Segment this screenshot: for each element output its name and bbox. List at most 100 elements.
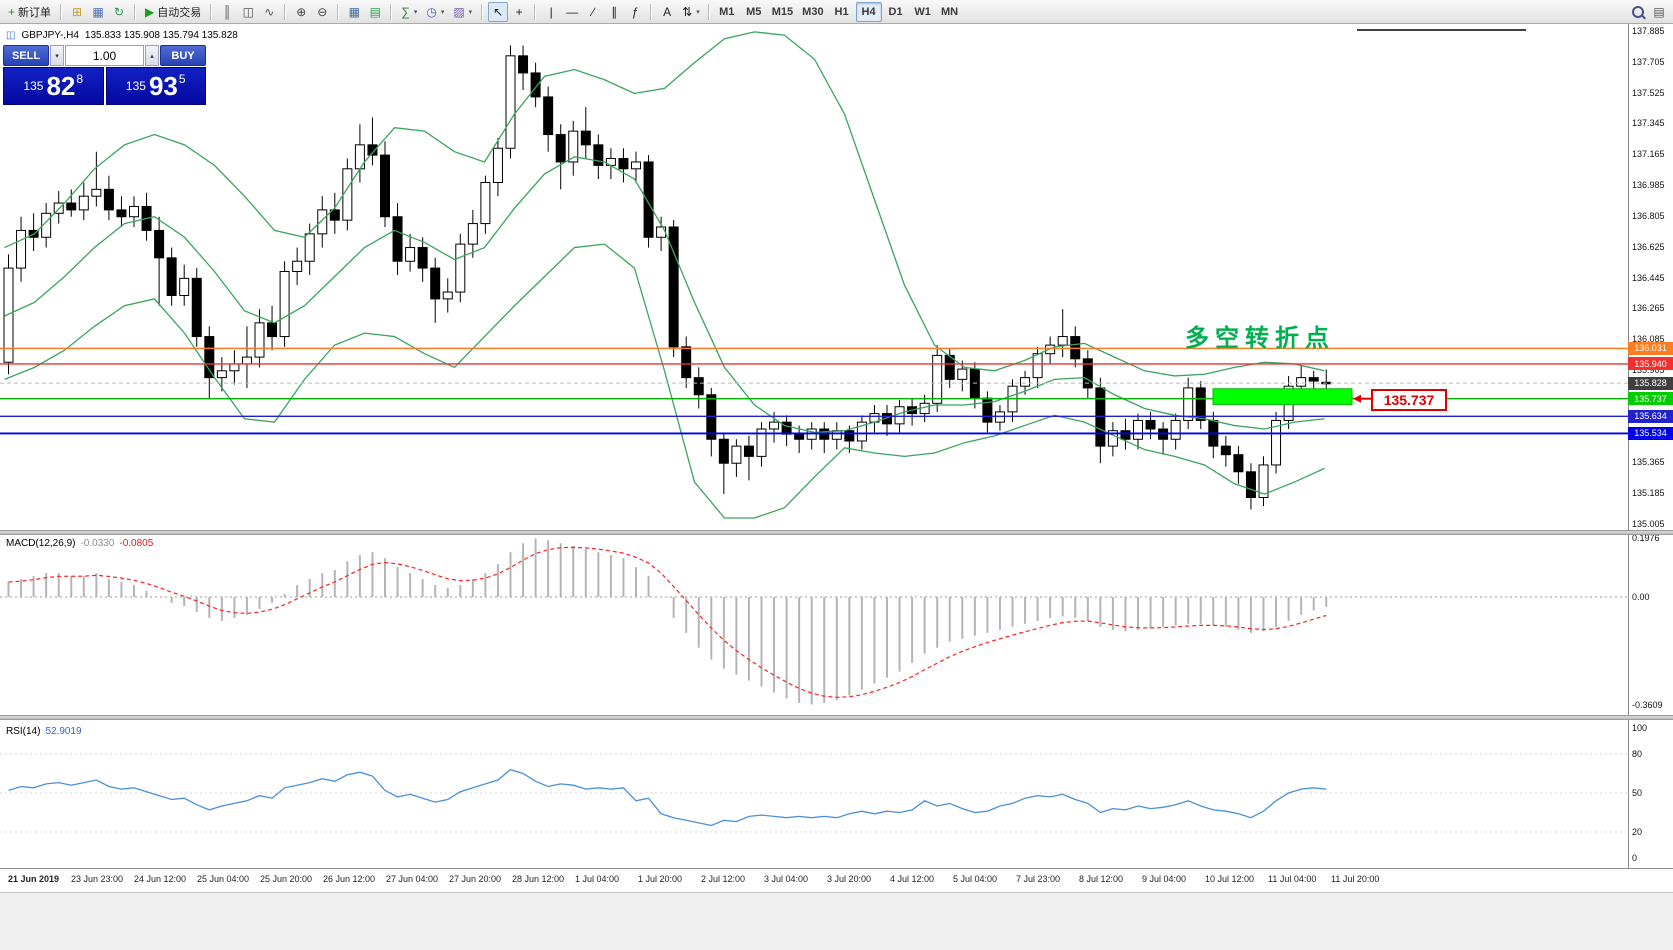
bollinger-middle-line: [4, 156, 1325, 434]
cursor-icon[interactable]: ↖: [488, 1, 509, 22]
time-label: 27 Jun 04:00: [386, 874, 439, 884]
profiles-icon[interactable]: ▦: [88, 2, 108, 22]
fibonacci-icon[interactable]: ƒ: [625, 2, 645, 22]
toolbar-left-groups: + 新订单 ⊞ ▦ ↻ ▶ 自动交易 ║ ◫ ∿ ⊕ ⊖ ▦ ▤ ∑ ▾ ◷ ▾ ▨ ▾ ↖ + | — ∕ ∥ ƒ A ⇅ ▾: [4, 1, 704, 22]
dropdown-caret-icon: ▾: [413, 8, 418, 16]
vertical-line-icon[interactable]: |: [541, 2, 561, 22]
channel-icon: ∥: [611, 4, 618, 19]
sell-price-big: 82: [46, 71, 76, 101]
toolbar-group: A ⇅ ▾: [657, 2, 704, 22]
periods-icon[interactable]: ◷ ▾: [422, 2, 448, 22]
profiles-icon: ▦: [92, 4, 104, 19]
buy-price-display[interactable]: 135 93 5: [105, 67, 206, 105]
price-tag-135.940: 135.940: [1628, 357, 1673, 371]
toolbar-group: | — ∕ ∥ ƒ: [541, 2, 645, 22]
templates-icon[interactable]: ▨ ▾: [449, 2, 476, 22]
sell-price-display[interactable]: 135 82 8: [3, 67, 104, 105]
volume-decrease-button[interactable]: ▾: [50, 45, 64, 66]
templates-icon: ▨: [453, 4, 465, 19]
timeframe-h4-button[interactable]: H4: [855, 1, 882, 22]
arrows-icon: ⇅: [682, 4, 693, 19]
price-axis-tick: 136.805: [1632, 210, 1665, 221]
auto-trading-button: ▶: [145, 4, 155, 19]
price-lines-layer: [0, 347, 1628, 435]
toolbar-separator: [134, 3, 137, 20]
time-label: 21 Jun 2019: [8, 874, 60, 884]
callout-arrow-head-icon: [1353, 394, 1361, 403]
sell-button[interactable]: SELL: [3, 45, 49, 66]
timeframe-m5-button[interactable]: M5: [746, 5, 762, 18]
trade-price-row: 135 82 8 135 93 5: [3, 67, 206, 105]
macd-rsi-divider[interactable]: [0, 715, 1673, 720]
zoom-in-icon[interactable]: ⊕: [291, 2, 311, 22]
search-icon[interactable]: [1628, 2, 1648, 22]
highlight-rectangle[interactable]: [1212, 388, 1353, 406]
price-tag-135.828: 135.828: [1628, 376, 1673, 390]
tile-windows-icon[interactable]: ▦: [344, 2, 364, 22]
time-label: 4 Jul 12:00: [890, 874, 935, 884]
sell-price-prefix: 135: [23, 79, 44, 93]
bar-chart-icon[interactable]: ║: [217, 2, 237, 22]
timeframe-h1-button[interactable]: H1: [834, 5, 849, 18]
new-chart-icon[interactable]: ⊞: [67, 2, 87, 22]
buy-price-sup: 5: [178, 72, 186, 86]
dropdown-caret-icon: ▾: [468, 8, 473, 16]
news-icon[interactable]: ▤: [1649, 2, 1669, 22]
bollinger-upper-line: [4, 31, 1325, 377]
time-label: 24 Jun 12:00: [134, 874, 187, 884]
toolbar-separator: [650, 3, 653, 20]
toolbar-group: ⊞ ▦ ↻: [67, 2, 129, 22]
refresh-icon: ↻: [113, 4, 125, 19]
indicators-icon[interactable]: ∑ ▾: [397, 2, 421, 22]
crosshair-icon[interactable]: +: [509, 2, 529, 22]
timeframe-toolbar: M1 M5 M15 M30 H1 H4 D1 W1 MN: [714, 1, 963, 22]
toolbar-separator: [60, 3, 63, 20]
rsi-axis-tick: 20: [1632, 827, 1643, 837]
arrows-icon[interactable]: ⇅ ▾: [678, 2, 704, 22]
grid-icon[interactable]: ▤: [365, 2, 385, 22]
price-axis-tick: 137.705: [1632, 56, 1665, 67]
new-order-button: +: [8, 4, 16, 19]
macd-axis-tick: -0.3609: [1632, 699, 1663, 710]
time-label: 11 Jul 04:00: [1268, 874, 1317, 884]
price-level-callout[interactable]: 135.737: [1371, 389, 1447, 411]
time-label: 28 Jun 12:00: [512, 874, 565, 884]
timeframe-d1-button[interactable]: D1: [888, 5, 903, 18]
turning-point-annotation[interactable]: 多空转折点: [1185, 325, 1335, 352]
time-label: 10 Jul 12:00: [1205, 874, 1255, 884]
text-icon: A: [663, 4, 672, 19]
macd-layer: [0, 538, 1628, 705]
timeframe-m30-button[interactable]: M30: [802, 5, 824, 18]
text-icon[interactable]: A: [657, 2, 677, 22]
volume-input[interactable]: [65, 45, 144, 66]
buy-button[interactable]: BUY: [160, 45, 206, 66]
candlestick-chart-icon[interactable]: ◫: [238, 2, 258, 22]
time-label: 9 Jul 04:00: [1142, 874, 1187, 884]
timeframe-m15-button[interactable]: M15: [771, 5, 794, 18]
price-axis-tick: 137.165: [1632, 149, 1665, 160]
channel-icon[interactable]: ∥: [604, 2, 624, 22]
time-label: 3 Jul 20:00: [827, 874, 872, 884]
zoom-out-icon[interactable]: ⊖: [312, 2, 332, 22]
chart-macd-divider[interactable]: [0, 530, 1673, 535]
sell-price-sup: 8: [76, 72, 84, 86]
timeframe-w1-button[interactable]: W1: [914, 5, 931, 18]
line-chart-icon[interactable]: ∿: [259, 2, 279, 22]
refresh-icon[interactable]: ↻: [109, 2, 129, 22]
volume-increase-button[interactable]: ▴: [145, 45, 159, 66]
timeframe-m1-button[interactable]: M1: [719, 5, 735, 18]
price-axis-tick: 135.185: [1632, 488, 1665, 499]
price-tag-135.737: 135.737: [1628, 392, 1673, 406]
trendline-icon[interactable]: ∕: [583, 2, 603, 22]
horizontal-line-icon[interactable]: —: [562, 2, 582, 22]
new-order-button[interactable]: + 新订单: [4, 2, 55, 22]
time-label: 23 Jun 23:00: [71, 874, 124, 884]
timeframe-mn-button[interactable]: MN: [941, 5, 959, 18]
line-chart-icon: ∿: [264, 4, 275, 19]
rsi-title: RSI(14): [6, 726, 41, 737]
rsi-axis-tick: 0: [1632, 853, 1638, 863]
auto-trading-button[interactable]: ▶ 自动交易: [141, 2, 205, 22]
buy-price-big: 93: [148, 71, 178, 101]
price-axis-tick: 135.005: [1632, 519, 1665, 529]
